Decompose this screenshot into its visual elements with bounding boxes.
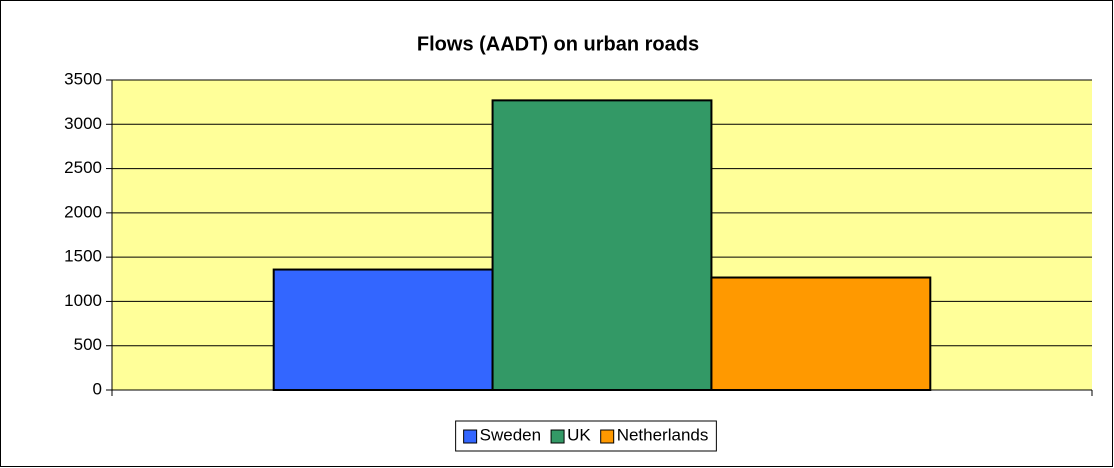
y-tick-label: 1500 <box>64 247 102 266</box>
y-tick-label: 1000 <box>64 291 102 310</box>
legend-swatch <box>463 429 478 444</box>
y-tick-label: 500 <box>74 335 102 354</box>
bar <box>272 268 494 391</box>
y-tick-label: 3500 <box>64 69 102 88</box>
bar <box>491 99 713 391</box>
chart-title: Flows (AADT) on urban roads <box>417 33 699 55</box>
legend: Sweden UK Netherlands <box>455 420 717 452</box>
legend-label: UK <box>567 425 591 444</box>
legend-label: Netherlands <box>617 425 709 444</box>
legend-swatch <box>550 429 565 444</box>
legend-swatch <box>600 429 615 444</box>
y-tick-label: 2500 <box>64 158 102 177</box>
legend-label: Sweden <box>480 425 541 444</box>
y-tick-label: 3000 <box>64 114 102 133</box>
bar <box>710 276 932 391</box>
y-tick-label: 2000 <box>64 202 102 221</box>
legend-box <box>455 420 717 452</box>
y-tick-label: 0 <box>93 379 102 398</box>
